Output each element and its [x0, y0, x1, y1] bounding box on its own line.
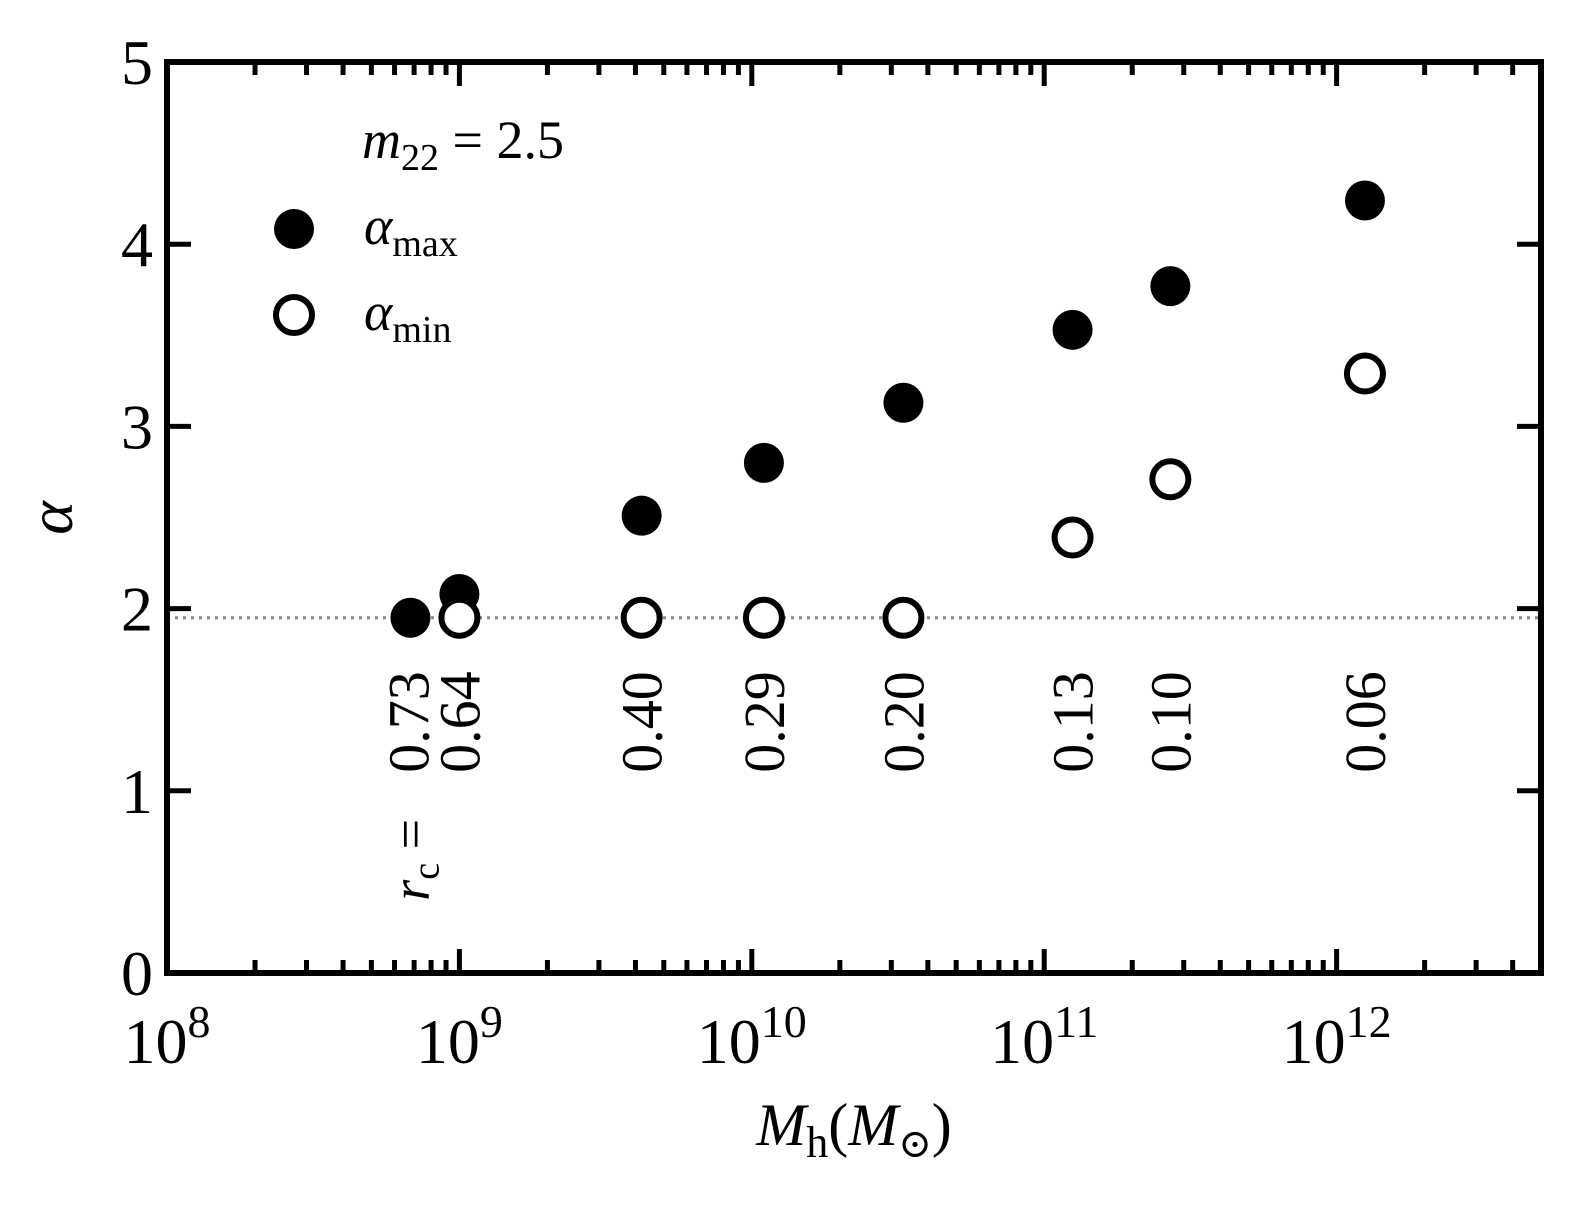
- x-tick-label-base: 10: [1282, 1006, 1346, 1077]
- alpha-max-point: [1052, 309, 1093, 350]
- alpha-max-point: [743, 442, 784, 483]
- rc-labels: 0.730.64 0.40 0.29 0.20 0.13 0.10 0.06: [376, 671, 1398, 773]
- plot-frame: [164, 59, 1544, 976]
- x-axis-label-var: M: [755, 1092, 809, 1158]
- legend: αmax αmin: [273, 196, 458, 351]
- x-tick-label-exponent: 8: [188, 996, 211, 1047]
- x-tick-label-base: 10: [416, 1006, 480, 1077]
- annotation-rest: = 2.5: [439, 110, 564, 170]
- annotation-var: m: [362, 110, 401, 170]
- x-axis-label: Mh(M⊙): [755, 1092, 951, 1167]
- alpha-min-point: [1149, 458, 1192, 501]
- x-tick-label: 1011: [990, 996, 1098, 1077]
- y-tick-label: 5: [121, 27, 153, 98]
- legend-label-min-sub: min: [392, 309, 451, 351]
- alpha-min-point: [438, 596, 481, 639]
- legend-label-min: αmin: [364, 282, 451, 351]
- rc-label: 0.10: [1138, 671, 1203, 773]
- rc-label: 0.29: [732, 671, 797, 773]
- annotation-sub: 22: [401, 137, 439, 179]
- x-axis-label-sub: h: [806, 1118, 828, 1167]
- rc-label: 0.20: [871, 671, 936, 773]
- x-tick-label-exponent: 10: [761, 996, 807, 1047]
- alpha-min-point: [1051, 516, 1094, 559]
- alpha-min-point: [620, 596, 663, 639]
- y-tick-label: 1: [121, 756, 153, 827]
- x-tick-label-exponent: 9: [480, 996, 503, 1047]
- x-tick-labels: 108 109 1010 1011 1012: [124, 996, 1392, 1077]
- x-tick-label-exponent: 12: [1346, 996, 1392, 1047]
- legend-marker-open: [273, 294, 315, 336]
- rc-prefix-label: rc =: [380, 819, 447, 901]
- x-tick-label-base: 10: [124, 1006, 188, 1077]
- rc-label: 0.06: [1333, 671, 1398, 773]
- y-tick-labels: 0 1 2 3 4 5: [121, 27, 153, 1009]
- legend-marker-filled: [274, 209, 314, 249]
- x-tick-label: 1010: [697, 996, 807, 1077]
- x-tick-label: 108: [124, 996, 211, 1077]
- legend-label-max-symbol: α: [364, 196, 394, 256]
- legend-label-max: αmax: [364, 196, 458, 265]
- x-axis-label-unit-sub: ⊙: [898, 1121, 932, 1166]
- y-axis-label: α: [15, 500, 86, 535]
- y-tick-label: 2: [121, 574, 153, 645]
- x-axis-label-close-paren: ): [932, 1092, 952, 1158]
- alpha-max-point: [390, 597, 431, 638]
- y-tick-label: 0: [121, 938, 153, 1009]
- legend-label-min-symbol: α: [364, 282, 394, 342]
- data-points: [390, 180, 1386, 639]
- alpha-max-point: [621, 495, 662, 536]
- alpha-max-point: [883, 382, 924, 423]
- x-axis-label-unit: M: [847, 1092, 901, 1158]
- rc-label: 0.40: [610, 671, 675, 773]
- alpha-min-point: [1343, 352, 1386, 395]
- x-tick-label: 109: [416, 996, 503, 1077]
- mass-annotation: m22 = 2.5: [362, 110, 564, 179]
- rc-prefix-eq: =: [380, 819, 440, 863]
- x-axis-label-open-paren: (: [828, 1092, 848, 1158]
- legend-label-max-sub: max: [392, 223, 457, 265]
- y-tick-label: 3: [121, 391, 153, 462]
- rc-label: 0.64: [427, 671, 492, 773]
- rc-label: 0.13: [1041, 671, 1106, 773]
- rc-prefix-sub: c: [405, 863, 447, 880]
- alpha-min-point: [742, 596, 785, 639]
- x-tick-label-base: 10: [990, 1006, 1054, 1077]
- x-tick-label-exponent: 11: [1054, 996, 1098, 1047]
- y-tick-label: 4: [121, 209, 153, 280]
- alpha-max-point: [1150, 266, 1191, 307]
- x-tick-label: 1012: [1282, 996, 1392, 1077]
- rc-prefix-var: r: [380, 879, 440, 901]
- alpha-max-point: [1344, 180, 1385, 221]
- rc-label: 0.73: [376, 671, 441, 772]
- alpha-min-point: [882, 596, 925, 639]
- x-tick-label-base: 10: [697, 1006, 761, 1077]
